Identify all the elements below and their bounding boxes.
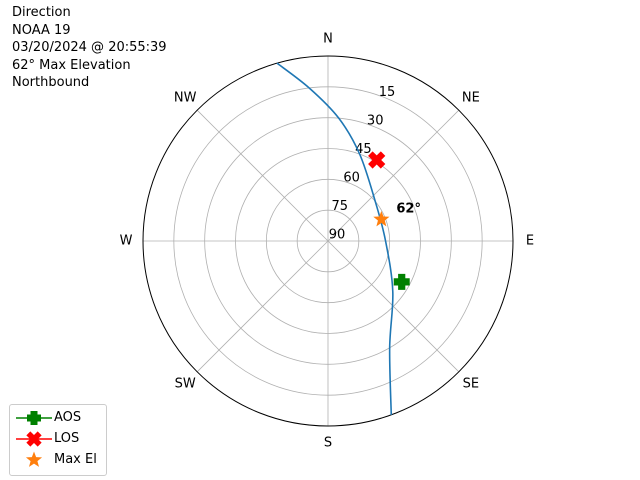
star-icon (25, 451, 43, 467)
direction-label-se: SE (463, 376, 479, 391)
legend-label-max-el: Max El (54, 452, 97, 467)
max-el-marker (373, 210, 390, 227)
los-marker (368, 151, 386, 169)
legend-label-aos: AOS (54, 410, 82, 425)
direction-label-s: S (324, 436, 332, 451)
azimuth-gridline (196, 240, 329, 373)
legend-item-aos: AOS (10, 408, 106, 428)
pass-datetime: 03/20/2024 @ 20:55:39 (12, 40, 167, 55)
pass-markers: 62° (368, 151, 421, 290)
azimuth-gridline (327, 240, 460, 373)
polar-grid (142, 55, 514, 427)
elevation-tick-label: 60 (343, 171, 360, 186)
pass-direction: Northbound (12, 75, 90, 90)
legend: AOS LOS Max El (9, 404, 107, 476)
azimuth-gridline (327, 109, 460, 242)
elevation-tick-label: 30 (367, 114, 384, 129)
satellite-name: NOAA 19 (12, 22, 71, 38)
legend-label-los: LOS (54, 431, 80, 446)
pass-track (276, 62, 394, 415)
direction-label-w: W (120, 234, 133, 249)
polar-frame (142, 55, 514, 427)
direction-label-nw: NW (174, 91, 197, 106)
azimuth-gridline (196, 109, 329, 242)
elevation-tick-label: 15 (379, 85, 396, 100)
elevation-tick-label: 75 (332, 199, 349, 214)
legend-item-max-el: Max El (10, 450, 106, 470)
aos-marker (393, 273, 410, 290)
pass-info: Direction NOAA 19 03/20/2024 @ 20:55:39 … (12, 4, 167, 92)
info-title: Direction (12, 5, 71, 20)
aos-marker-icon (16, 411, 52, 425)
los-marker-icon (16, 431, 52, 447)
max-elevation-text: 62° Max Elevation (12, 57, 131, 73)
legend-item-los: LOS (10, 429, 106, 449)
max-el-annotation: 62° (396, 201, 421, 216)
elevation-tick-label: 90 (329, 228, 346, 243)
direction-label-ne: NE (462, 91, 480, 106)
los-marker-shape (368, 151, 386, 169)
direction-label-sw: SW (175, 376, 196, 391)
pass-track-line (276, 62, 394, 415)
direction-label-n: N (323, 32, 333, 47)
direction-label-e: E (526, 234, 534, 249)
